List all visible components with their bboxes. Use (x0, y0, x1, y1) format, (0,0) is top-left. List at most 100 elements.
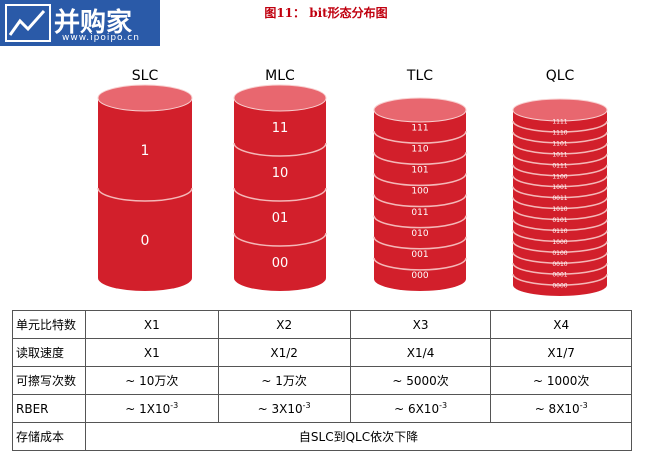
layer-divider (512, 230, 608, 243)
layer-divider (512, 219, 608, 232)
layer-divider (373, 257, 467, 271)
layer-label: 101 (411, 166, 428, 176)
layer-label: 0 (141, 233, 150, 249)
table-cell: X1 (85, 338, 219, 367)
cell-base: ~ 1X10 (125, 402, 171, 416)
layer-label: 0011 (552, 195, 567, 202)
table-cell: ~ 1万次 (217, 366, 351, 395)
logo-text: 并购家 (54, 8, 133, 38)
layer-label: 110 (411, 144, 428, 154)
layer-divider (512, 186, 608, 199)
table-cell: ~ 5000次 (349, 366, 492, 395)
layer-label: 10 (272, 166, 289, 181)
title: 图11： bit形态分布图 (264, 6, 388, 20)
table-cell: ~ 1X10-3 (85, 394, 219, 423)
layer-label: 0001 (552, 272, 567, 279)
cylinder-body (513, 110, 607, 296)
layer-divider (512, 142, 608, 155)
layer-label: 1100 (552, 173, 567, 180)
table-cell: X1/2 (217, 338, 351, 367)
layer-label: 0010 (552, 261, 567, 268)
layer-divider (373, 194, 467, 208)
cylinder-top (97, 84, 193, 112)
table-cell: X2 (217, 310, 351, 339)
layer-divider (512, 252, 608, 264)
table-cell: X4 (490, 310, 632, 339)
layer-label: 1011 (552, 151, 567, 158)
layer-label: 100 (411, 187, 428, 197)
table-row: 读取速度 X1 X1/2 X1/4 X1/7 (12, 338, 632, 367)
layer-label: 011 (411, 208, 428, 218)
table-cell: ~ 1000次 (490, 366, 632, 395)
cylinder-body (374, 110, 466, 291)
layer-label: 1000 (552, 239, 567, 246)
layer-divider (512, 164, 608, 177)
layer-label: 11 (272, 121, 289, 136)
cylinder-label: QLC (546, 68, 575, 84)
layer-divider (512, 175, 608, 188)
layer-label: 010 (411, 229, 428, 239)
layer-divider (233, 187, 327, 202)
table-cell: ~ 3X10-3 (217, 394, 351, 423)
layer-divider (373, 215, 467, 229)
layer-divider (512, 131, 608, 144)
layer-divider (512, 153, 608, 166)
layer-label: 0100 (552, 250, 567, 257)
table-cell: X3 (349, 310, 492, 339)
table-cell: ~ 8X10-3 (490, 394, 632, 423)
table-row: 可擦写次数 ~ 10万次 ~ 1万次 ~ 5000次 ~ 1000次 (12, 366, 632, 395)
table-cell: 单元比特数 (12, 310, 86, 339)
cylinder-body (234, 98, 326, 291)
table-row: RBER ~ 1X10-3 ~ 3X10-3 ~ 6X10-3 ~ 8X10-3 (12, 394, 632, 423)
layer-divider (512, 208, 608, 221)
layer-label: 0110 (552, 228, 567, 235)
cylinders: SLC10MLC11100100TLC111110101100011010001… (97, 68, 608, 296)
table-cell: RBER (12, 394, 86, 423)
layer-label: 0000 (552, 283, 567, 290)
cell-base: ~ 3X10 (257, 402, 303, 416)
layer-label: 0101 (552, 217, 567, 224)
cell-base: ~ 6X10 (394, 402, 440, 416)
cylinder-body (98, 98, 192, 291)
layer-divider (373, 236, 467, 250)
layer-label: 01 (272, 211, 289, 226)
cell-exponent: -3 (579, 401, 588, 410)
layer-divider (233, 142, 327, 157)
layer-label: 1101 (552, 140, 567, 147)
layer-label: 0111 (552, 162, 567, 169)
table: 单元比特数 X1 X2 X3 X4 读取速度 X1 X1/2 X1/4 X1/7 可擦写次数 ~ 10… (12, 310, 632, 451)
table-cell: ~ 10万次 (85, 366, 219, 395)
table-cell: 可擦写次数 (12, 366, 86, 395)
layer-divider (373, 173, 467, 187)
table-row: 单元比特数 X1 X2 X3 X4 (12, 310, 632, 339)
layer-label: 001 (411, 250, 428, 260)
table-cell: X1/7 (490, 338, 632, 367)
cylinder-top (373, 97, 467, 123)
layer-label: 1010 (552, 206, 567, 213)
layer-divider (512, 273, 608, 286)
layer-divider (233, 232, 327, 247)
table-row: 存储成本 自SLC到QLC依次下降 (12, 422, 632, 451)
layer-divider (512, 262, 608, 275)
cylinder-top (512, 98, 608, 122)
layer-divider (512, 197, 608, 210)
table-cell: 存储成本 (12, 422, 86, 451)
layer-label: 111 (411, 123, 428, 133)
logo: 并购家 www.ipoipo.cn (0, 0, 160, 46)
layer-label: 1 (141, 143, 150, 159)
layer-label: 000 (411, 271, 428, 281)
table-cell: 自SLC到QLC依次下降 (85, 422, 632, 451)
layer-divider (373, 152, 467, 165)
layer-divider (512, 241, 608, 253)
cell-base: ~ 8X10 (534, 402, 580, 416)
cell-exponent: -3 (302, 401, 311, 410)
logo-url: www.ipoipo.cn (62, 33, 140, 43)
layer-label: 00 (272, 256, 289, 271)
cylinder-label: TLC (406, 68, 433, 84)
layer-label: 1111 (552, 119, 567, 126)
cylinder-label: SLC (132, 68, 159, 84)
cylinder-top (233, 84, 327, 112)
cell-exponent: -3 (170, 401, 179, 410)
layer-label: 1001 (552, 184, 567, 191)
